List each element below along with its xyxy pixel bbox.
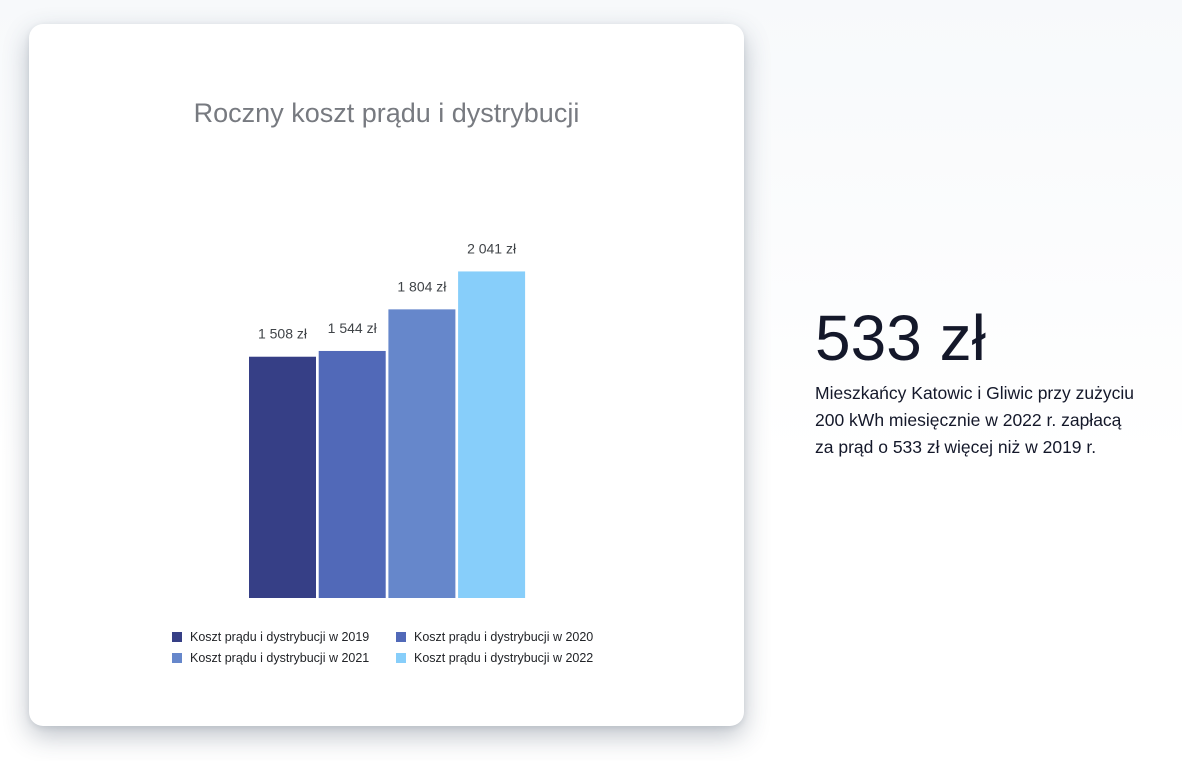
data-label-2022: 2 041 zł <box>467 240 517 256</box>
bar-2022[interactable] <box>458 271 526 598</box>
legend-label-2022: Koszt prądu i dystrybucji w 2022 <box>414 650 594 665</box>
legend-row: Koszt prądu i dystrybucji w 2019 Koszt p… <box>172 626 632 647</box>
legend-row: Koszt prądu i dystrybucji w 2021 Koszt p… <box>172 647 632 668</box>
legend-swatch-2022 <box>396 652 406 663</box>
data-label-2021: 1 804 zł <box>397 278 447 294</box>
legend-swatch-2019 <box>172 631 182 642</box>
legend-label-2019: Koszt prądu i dystrybucji w 2019 <box>190 629 370 644</box>
bar-2020[interactable] <box>318 350 386 598</box>
legend-item-2020[interactable]: Koszt prądu i dystrybucji w 2020 <box>396 630 620 644</box>
chart-legend: Koszt prądu i dystrybucji w 2019 Koszt p… <box>172 626 632 668</box>
bar-2019[interactable] <box>249 356 316 598</box>
description-line: za prąd o 533 zł więcej niż w 2019 r. <box>815 437 1097 457</box>
bar-2021[interactable] <box>388 309 456 598</box>
data-label-2019: 1 508 zł <box>258 326 308 342</box>
legend-label-2020: Koszt prądu i dystrybucji w 2020 <box>414 629 594 644</box>
legend-item-2021[interactable]: Koszt prądu i dystrybucji w 2021 <box>172 651 396 665</box>
legend-swatch-2021 <box>172 652 182 663</box>
highlight-description: Mieszkańcy Katowic i Gliwic przy zużyciu… <box>815 380 1175 461</box>
chart-title: Roczny koszt prądu i dystrybucji <box>193 98 580 128</box>
legend-item-2019[interactable]: Koszt prądu i dystrybucji w 2019 <box>172 630 396 644</box>
legend-label-2021: Koszt prądu i dystrybucji w 2021 <box>190 650 370 665</box>
description-line: 200 kWh miesięcznie w 2022 r. zapłacą <box>815 410 1122 430</box>
description-line: Mieszkańcy Katowic i Gliwic przy zużyciu <box>815 383 1134 403</box>
legend-item-2022[interactable]: Koszt prądu i dystrybucji w 2022 <box>396 651 620 665</box>
legend-swatch-2020 <box>396 631 406 642</box>
highlight-value: 533 zł <box>815 302 986 374</box>
data-label-2020: 1 544 zł <box>328 320 378 336</box>
bar-chart: 1 508 zł 1 544 zł 1 804 zł 2 041 zł <box>249 240 526 598</box>
chart-card: Roczny koszt prądu i dystrybucji 1 508 z… <box>29 24 744 726</box>
